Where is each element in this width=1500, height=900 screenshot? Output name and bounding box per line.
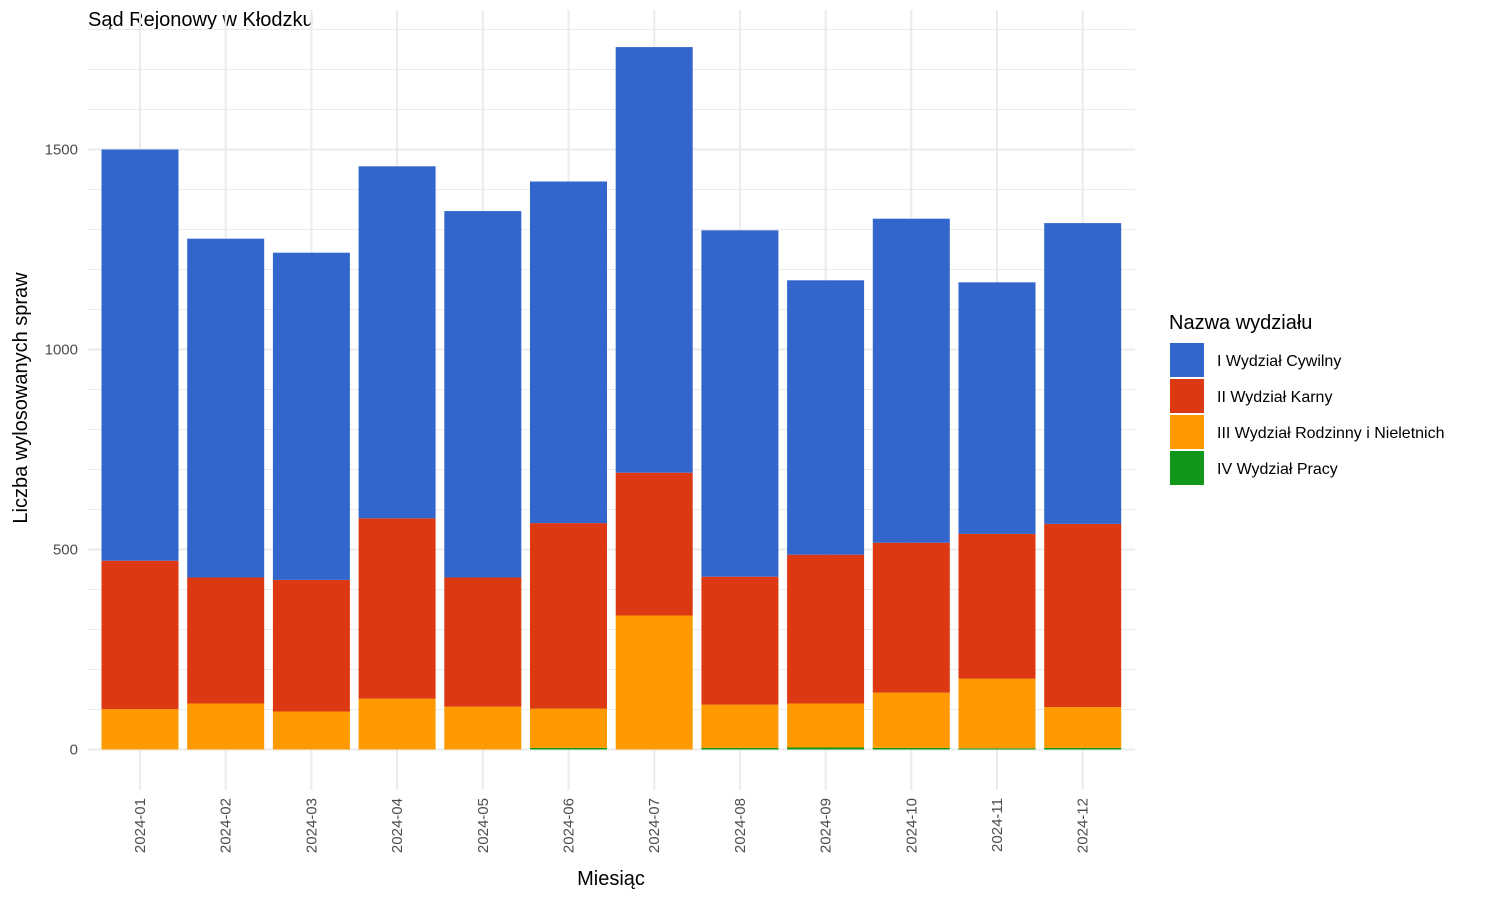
bar-segment <box>187 577 265 704</box>
y-axis-title: Liczba wylosowanych spraw <box>10 272 32 524</box>
bar-segment <box>101 560 179 710</box>
bar-segment <box>787 554 865 704</box>
x-tick-label: 2024-02 <box>218 798 235 853</box>
x-tick-label: 2024-11 <box>989 798 1006 852</box>
bars-layer <box>101 47 1122 750</box>
x-axis-title: Miesiąc <box>577 868 645 890</box>
y-tick-label: 1000 <box>45 342 78 359</box>
y-tick-label: 1500 <box>45 142 78 159</box>
bar-segment <box>101 709 179 750</box>
bar-segment <box>958 678 1036 749</box>
bar-segment <box>615 47 693 473</box>
bar-segment <box>958 748 1036 750</box>
bar-segment <box>787 747 865 750</box>
x-tick-label: 2024-01 <box>132 798 149 853</box>
chart-title: Sąd Rejonowy w Kłodzku <box>88 9 314 31</box>
bar-segment <box>530 181 607 524</box>
bar-segment <box>444 577 522 707</box>
legend-label: II Wydział Karny <box>1217 389 1332 406</box>
legend-title: Nazwa wydziału <box>1169 312 1312 334</box>
bar-segment <box>187 238 265 578</box>
x-tick-label: 2024-04 <box>389 798 406 853</box>
bar-segment <box>872 218 950 543</box>
bar-segment <box>272 579 350 712</box>
bar-segment <box>530 747 607 750</box>
bar-segment <box>187 703 265 750</box>
bar-segment <box>701 576 779 705</box>
x-tick-label: 2024-03 <box>303 798 320 853</box>
legend-swatch <box>1170 451 1204 485</box>
x-tick-label: 2024-06 <box>561 798 578 853</box>
bar-segment <box>872 542 950 693</box>
bar-segment <box>872 747 950 750</box>
bar-segment <box>958 282 1036 534</box>
bar-segment <box>1044 747 1122 750</box>
bar-segment <box>530 708 607 748</box>
bar-segment <box>615 615 693 750</box>
bar-segment <box>872 692 950 748</box>
bar-segment <box>101 149 179 561</box>
legend-label: III Wydział Rodzinny i Nieletnich <box>1217 425 1445 442</box>
y-tick-label: 0 <box>70 742 78 759</box>
x-tick-label: 2024-08 <box>732 798 749 853</box>
bar-segment <box>701 747 779 750</box>
legend-swatch <box>1170 343 1204 377</box>
x-tick-label: 2024-09 <box>818 798 835 853</box>
bar-segment <box>272 252 350 580</box>
bar-segment <box>1044 707 1122 748</box>
legend-swatch <box>1170 379 1204 413</box>
x-tick-label: 2024-07 <box>646 798 663 853</box>
y-axis-ticks: 0 500 1000 1500 <box>45 142 78 759</box>
bar-segment <box>701 230 779 577</box>
bar-segment <box>615 472 693 616</box>
bar-segment <box>787 703 865 748</box>
bar-segment <box>701 704 779 748</box>
bar-segment <box>444 706 522 750</box>
bar-segment <box>358 166 436 519</box>
legend-swatch <box>1170 415 1204 449</box>
bar-segment <box>272 711 350 750</box>
bar-segment <box>358 518 436 699</box>
bar-segment <box>1044 523 1122 708</box>
bar-segment <box>358 698 436 750</box>
legend-label: IV Wydział Pracy <box>1217 461 1338 478</box>
bar-segment <box>787 280 865 555</box>
x-tick-label: 2024-10 <box>903 798 920 853</box>
x-tick-label: 2024-05 <box>475 798 492 853</box>
bar-segment <box>958 533 1036 679</box>
legend-label: I Wydział Cywilny <box>1217 353 1341 370</box>
x-axis-ticks: 2024-01 2024-02 2024-03 2024-04 2024-05 2024-… <box>132 798 1092 853</box>
x-tick-label: 2024-12 <box>1075 798 1092 853</box>
bar-segment <box>444 211 522 578</box>
y-tick-label: 500 <box>53 542 78 559</box>
bar-segment <box>530 523 607 709</box>
legend: Nazwa wydziału I Wydział Cywilny II Wydzi… <box>1169 312 1445 485</box>
bar-segment <box>1044 223 1122 524</box>
